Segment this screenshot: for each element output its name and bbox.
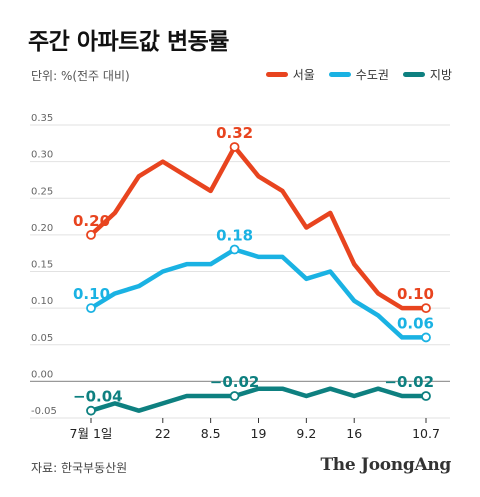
y-tick-label: -0.05 xyxy=(31,406,57,417)
data-point-local xyxy=(229,391,240,401)
legend-label-capital: 수도권 xyxy=(355,68,389,82)
source-note: 자료: 한국부동산원 xyxy=(31,461,128,475)
data-point-capital xyxy=(86,303,96,314)
x-tick-label: 8.5 xyxy=(201,426,221,441)
series-line-local xyxy=(88,386,429,413)
legend-swatch-local xyxy=(402,72,425,77)
data-point-seoul xyxy=(421,303,431,314)
data-label-seoul: 0.32 xyxy=(216,124,253,142)
data-label-seoul: 0.10 xyxy=(397,285,434,303)
grid: 0.35 0.30 0.25 0.20 0.15 0.10 0.05 0.00 -0.05 xyxy=(30,113,450,419)
legend-swatch-capital xyxy=(328,72,351,77)
legend-item-seoul: 서울 xyxy=(265,66,315,83)
series-line-seoul xyxy=(88,144,429,311)
y-tick-label: 0.05 xyxy=(31,333,53,344)
data-label-local: −0.02 xyxy=(384,373,434,391)
data-points xyxy=(86,142,431,416)
legend-item-capital: 수도권 xyxy=(328,66,389,83)
legend-label-local: 지방 xyxy=(429,68,452,82)
x-tick-label: 16 xyxy=(346,426,362,441)
y-tick-label: 0.30 xyxy=(31,150,53,161)
y-tick-label: 0.15 xyxy=(31,260,53,271)
y-tick-label: 0.00 xyxy=(31,369,53,380)
y-tick-label: 0.10 xyxy=(31,296,53,307)
x-tick-label: 7월 1일 xyxy=(70,426,113,441)
data-label-capital: 0.06 xyxy=(397,314,434,332)
data-point-local xyxy=(86,405,96,416)
unit-label: 단위: %(전주 대비) xyxy=(31,69,130,83)
x-tick-label: 22 xyxy=(155,426,171,441)
x-axis-ticks: 7월 1일 22 8.5 19 9.2 16 10.7 xyxy=(70,418,440,441)
x-tick-label: 9.2 xyxy=(296,426,316,441)
data-point-capital xyxy=(421,332,431,343)
data-point-local xyxy=(421,391,431,401)
legend-swatch-seoul xyxy=(265,72,288,77)
data-label-local: −0.04 xyxy=(73,388,123,406)
data-label-local: −0.02 xyxy=(210,373,260,391)
data-label-seoul: 0.20 xyxy=(73,212,110,230)
chart-title: 주간 아파트값 변동률 xyxy=(28,29,229,55)
data-point-seoul xyxy=(229,142,240,152)
x-tick-label: 10.7 xyxy=(412,426,440,441)
x-tick-label: 19 xyxy=(251,426,267,441)
legend: 서울 수도권 지방 xyxy=(265,66,452,83)
legend-label-seoul: 서울 xyxy=(292,68,315,82)
y-tick-label: 0.20 xyxy=(31,223,53,234)
data-labels: 0.20 0.32 0.10 0.10 0.18 0.06 −0.04 −0.02 −0.02 xyxy=(73,124,434,406)
data-point-seoul xyxy=(86,229,96,240)
series-line-capital xyxy=(88,247,429,340)
series-lines xyxy=(88,144,429,413)
data-label-capital: 0.18 xyxy=(216,227,253,245)
legend-item-local: 지방 xyxy=(402,66,452,83)
y-tick-label: 0.35 xyxy=(31,113,53,124)
data-label-capital: 0.10 xyxy=(73,285,110,303)
y-tick-label: 0.25 xyxy=(31,186,53,197)
data-point-capital xyxy=(229,244,240,255)
brand-logo: The JoongAng xyxy=(320,455,451,475)
